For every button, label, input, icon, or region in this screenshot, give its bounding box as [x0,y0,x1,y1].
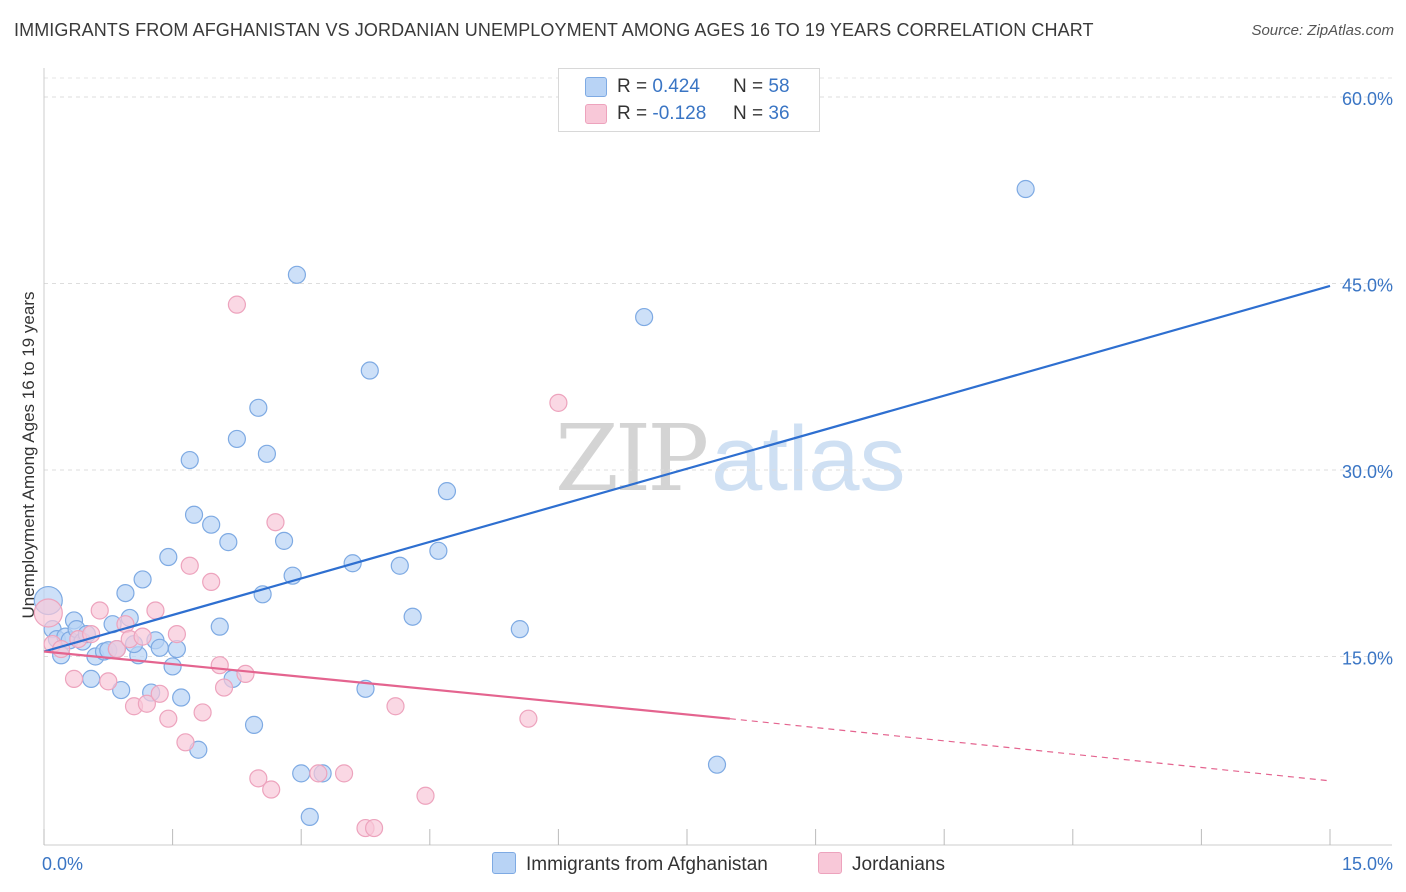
jordanian-points [33,295,568,838]
afghanistan-point [249,398,268,417]
jordanian-point [64,669,84,688]
afghanistan-points [33,179,1035,826]
jordanian-point [214,678,234,697]
afghanistan-point [274,531,294,550]
bottom-legend-swatch-pink [818,852,842,874]
bottom-legend-label-jordanians: Jordanians [852,854,945,875]
jordanian-point [227,295,246,314]
x-tick-label-min: 0.0% [42,854,83,874]
legend-n-label: N = [733,76,764,97]
afghanistan-point [360,361,379,380]
afghanistan-point [292,764,311,783]
afghanistan-point [635,307,654,327]
legend-r-label: R = [617,103,648,124]
jordanian-point [167,625,186,644]
afghanistan-point [184,505,204,524]
jordanian-point [193,703,212,722]
correlation-legend: R = 0.424 N = 58 R = -0.128 N = 36 [558,68,820,132]
jordanian-point [90,601,109,620]
afghanistan-point [219,533,238,552]
afghanistan-point [429,541,448,560]
afghanistan-point [437,482,457,501]
jordanian-point [146,601,165,620]
jordanian-point [519,709,538,728]
afghanistan-point [356,679,375,698]
jordanian-trend-line [43,650,730,720]
jordanian-point [334,764,354,783]
jordanian-point [236,664,255,684]
y-tick-label: 15.0% [1342,649,1393,669]
jordanian-point [309,764,328,783]
afghanistan-trend-line [43,284,1331,653]
jordanian-point [180,556,199,575]
afghanistan-point [210,617,229,636]
y-tick-label: 60.0% [1342,89,1393,109]
afghanistan-point [180,450,199,470]
bottom-legend-swatch-blue [492,852,516,874]
afghanistan-point [163,657,182,676]
afghanistan-point [287,265,307,284]
jordanian-point [159,709,178,728]
bottom-legend-label-afghanistan: Immigrants from Afghanistan [526,854,768,875]
jordanian-point [210,656,229,675]
afghanistan-point [227,429,246,449]
jordanian-point [386,697,405,716]
afghanistan-point [159,547,178,567]
zipatlas-watermark: ZIPatlas [555,405,906,512]
afghanistan-point [172,688,191,707]
jordanian-point [549,393,568,412]
jordanian-point [99,672,118,691]
afghanistan-point [403,607,422,626]
afghanistan-point [510,620,529,639]
jordanian-point [416,786,435,805]
bottom-legend-afghanistan: Immigrants from Afghanistan [492,852,768,876]
afghanistan-point [707,755,727,774]
y-tick-label: 30.0% [1342,462,1393,482]
legend-swatch-pink [585,104,607,124]
jordanian-point [137,694,156,713]
watermark-atlas: atlas [711,408,906,510]
jordanian-trend-line-extension [729,718,1331,782]
legend-r-label: R = [617,76,648,97]
jordanian-point [150,684,169,703]
jordanian-point [249,769,268,788]
afghanistan-point [133,570,152,589]
legend-n-value-afghanistan: 58 [768,76,790,97]
afghanistan-point [300,807,319,826]
afghanistan-point [1016,179,1035,199]
legend-n-value-jordanians: 36 [768,103,790,124]
jordanian-point [266,513,285,532]
afghanistan-point [112,680,131,700]
afghanistan-point [82,669,101,688]
legend-r-value-jordanians: -0.128 [652,103,707,124]
afghanistan-point [244,715,264,734]
afghanistan-point [202,515,221,534]
source-label: Source: ZipAtlas.com [1251,22,1394,39]
jordanian-point [202,572,221,592]
legend-n-label: N = [733,103,764,124]
legend-r-value-afghanistan: 0.424 [652,76,700,97]
chart-title: IMMIGRANTS FROM AFGHANISTAN VS JORDANIAN… [14,20,1094,40]
y-tick-label: 45.0% [1342,276,1393,296]
afghanistan-point [116,583,135,603]
jordanian-point [262,780,281,799]
legend-swatch-blue [585,77,607,97]
bottom-legend-jordanians: Jordanians [818,852,945,876]
afghanistan-point [257,444,277,463]
jordanian-point [364,818,384,838]
jordanian-point [33,598,63,628]
watermark-zip: ZIP [555,405,709,512]
afghanistan-point [390,556,409,575]
afghanistan-point [150,638,169,657]
jordanian-point [107,639,126,659]
jordanian-point [176,733,195,752]
x-tick-label-max: 15.0% [1342,854,1393,874]
jordanian-point [133,627,152,646]
